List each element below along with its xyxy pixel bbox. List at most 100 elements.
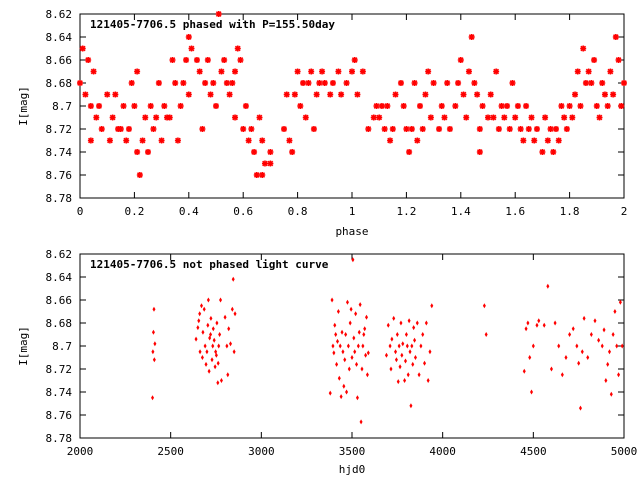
data-point	[237, 57, 244, 63]
data-point	[341, 349, 345, 355]
data-point	[405, 343, 409, 349]
data-point	[201, 329, 205, 335]
data-point	[604, 378, 608, 383]
data-point	[392, 91, 399, 98]
data-point	[218, 332, 222, 337]
data-point	[343, 357, 347, 363]
data-point	[498, 103, 505, 109]
data-point	[217, 343, 221, 349]
data-point	[364, 352, 368, 358]
data-point	[256, 114, 263, 121]
x-tick-label: 1.2	[396, 205, 416, 218]
data-point	[90, 68, 97, 75]
data-point	[202, 80, 209, 86]
data-point	[542, 114, 549, 121]
data-point	[468, 34, 475, 40]
data-point	[424, 320, 428, 326]
data-point	[386, 322, 390, 328]
data-point	[618, 299, 622, 305]
data-point	[337, 375, 341, 381]
data-point	[404, 332, 408, 337]
data-point	[230, 306, 234, 312]
data-point	[419, 126, 426, 132]
y-tick-label: 8.68	[46, 77, 73, 90]
data-point	[313, 91, 320, 98]
data-point	[203, 343, 207, 349]
data-point	[172, 80, 179, 86]
data-point	[145, 149, 151, 155]
data-point	[362, 332, 366, 337]
data-point	[215, 320, 219, 326]
data-point	[267, 149, 274, 155]
data-point	[526, 320, 530, 326]
data-point	[617, 372, 621, 378]
data-point	[400, 352, 404, 358]
data-point	[531, 343, 535, 349]
plot-frame	[79, 253, 625, 439]
data-point	[413, 337, 417, 343]
data-point	[134, 149, 141, 155]
data-point	[588, 80, 595, 86]
data-point	[151, 329, 155, 335]
data-point	[430, 80, 437, 86]
data-point	[214, 352, 218, 358]
y-tick-label: 8.62	[46, 8, 73, 21]
data-point	[609, 391, 613, 397]
data-point	[139, 137, 146, 144]
data-point	[428, 349, 432, 355]
y-axis-label: I[mag]	[17, 86, 30, 126]
data-point	[413, 355, 417, 360]
data-point	[531, 137, 538, 144]
data-point	[210, 357, 214, 363]
data-point	[85, 57, 92, 63]
data-point	[465, 68, 472, 75]
data-point	[289, 149, 296, 155]
data-point	[392, 315, 396, 321]
data-point	[618, 103, 625, 109]
data-point	[212, 337, 216, 343]
data-point	[283, 91, 290, 98]
data-point	[501, 114, 508, 121]
data-point	[553, 320, 557, 326]
data-point	[96, 103, 103, 109]
data-point	[348, 320, 352, 326]
data-point	[225, 343, 229, 349]
data-point	[506, 126, 513, 132]
y-tick-label: 8.76	[46, 169, 73, 182]
data-point	[452, 103, 459, 109]
data-point	[390, 336, 394, 342]
data-point	[365, 372, 369, 378]
data-point	[575, 343, 579, 349]
data-points	[151, 257, 624, 425]
data-point	[207, 91, 214, 98]
data-point	[577, 103, 584, 109]
data-point	[211, 326, 215, 332]
data-point	[353, 349, 357, 355]
data-point	[582, 315, 586, 321]
data-point	[602, 327, 606, 333]
data-point	[185, 91, 192, 98]
data-point	[339, 394, 343, 400]
data-point	[79, 45, 86, 52]
data-point	[568, 332, 572, 337]
data-point	[409, 403, 413, 409]
data-point	[427, 114, 434, 121]
data-point	[438, 103, 445, 109]
data-point	[564, 355, 568, 360]
x-tick-label: 3500	[339, 445, 366, 458]
data-point	[153, 114, 160, 121]
data-point	[460, 91, 467, 98]
data-point	[436, 126, 443, 132]
data-point	[415, 320, 419, 326]
data-point	[356, 343, 360, 349]
data-point	[485, 114, 491, 121]
data-point	[233, 311, 237, 317]
data-point	[357, 329, 361, 335]
data-point	[204, 361, 208, 367]
data-point	[136, 172, 143, 178]
data-point	[535, 322, 539, 328]
data-point	[593, 318, 597, 324]
data-point	[484, 332, 488, 337]
data-point	[398, 364, 402, 370]
data-point	[403, 378, 407, 383]
